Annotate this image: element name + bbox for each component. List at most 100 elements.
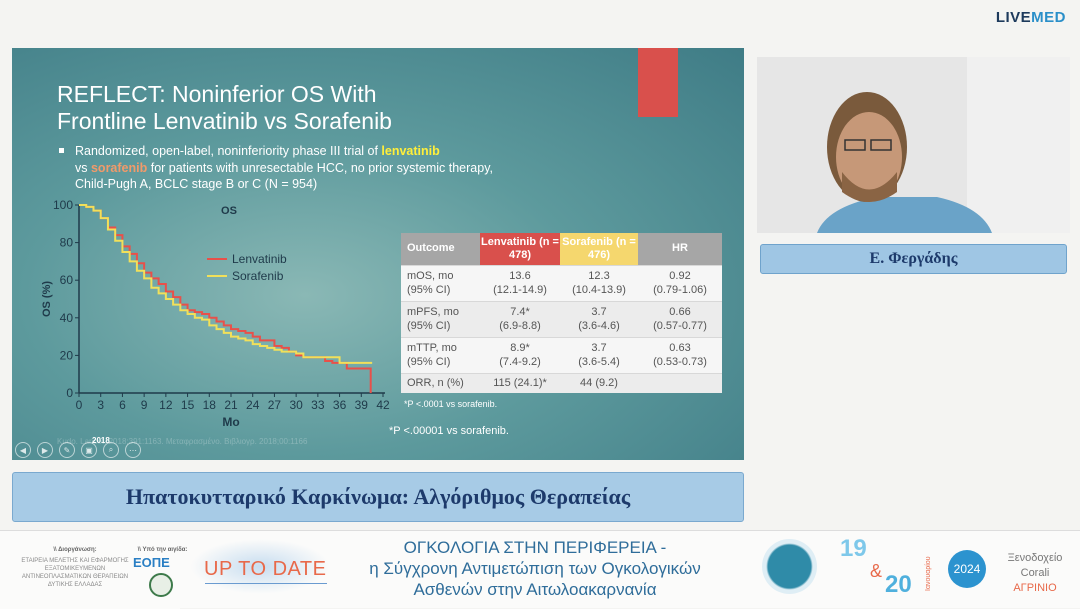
x-tick-label: 15: [181, 398, 195, 412]
title-line-2: Frontline Lenvatinib vs Sorafenib: [57, 108, 392, 134]
venue-name: Corali: [1020, 567, 1050, 579]
highlight-lenvatinib: lenvatinib: [381, 144, 440, 158]
km-curve-sorafenib: [79, 204, 373, 364]
x-tick-label: 33: [311, 398, 325, 412]
session-title-banner: Ηπατοκυτταρικό Καρκίνωμα: Αλγόριθμος Θερ…: [12, 472, 744, 522]
x-tick-label: 21: [224, 398, 238, 412]
table-cell: mTTP, mo (95% CI): [401, 336, 480, 373]
next-slide-icon[interactable]: ▶: [37, 442, 53, 458]
km-curve-lenvatinib: [79, 204, 372, 393]
x-tick-label: 42: [376, 398, 390, 412]
header-sorafenib: Sorafenib (n = 476): [560, 233, 638, 265]
organizer-label: \\ Διοργάνωση:: [53, 547, 97, 553]
title-line-1: REFLECT: Noninferior OS With: [57, 81, 377, 107]
highlight-sorafenib: sorafenib: [90, 160, 148, 175]
eope-logo: ΕΟΠΕ: [133, 555, 170, 570]
table-cell: 13.6 (12.1-14.9): [480, 264, 560, 301]
table-cell: mPFS, mo (95% CI): [401, 300, 480, 337]
x-tick-label: 12: [159, 398, 173, 412]
table-cell: 3.7 (3.6-5.4): [560, 336, 638, 373]
x-tick-label: 36: [333, 398, 347, 412]
organizer-name: ΕΤΑΙΡΕΙΑ ΜΕΛΕΤΗΣ ΚΑΙ ΕΦΑΡΜΟΓΗΣ ΕΞΑΤΟΜΙΚΕ…: [21, 558, 129, 588]
event-title-line1: ΟΓΚΟΛΟΓΙΑ ΣΤΗΝ ΠΕΡΙΦΕΡΕΙΑ -: [403, 538, 667, 557]
more-icon[interactable]: ⋯: [125, 442, 141, 458]
speaker-name: Ε. Φεργάδης: [760, 244, 1067, 274]
header-outcome: Outcome: [401, 233, 480, 265]
x-tick-label: 6: [119, 398, 126, 412]
table-cell: 44 (9.2): [560, 372, 638, 393]
chart-title: OS: [221, 205, 237, 217]
table-row: ORR, n (%) 115 (24.1)* 44 (9.2): [401, 372, 722, 393]
x-axis-label: Mo: [222, 415, 239, 429]
legend-label: Sorafenib: [232, 269, 284, 283]
x-tick-label: 0: [76, 398, 83, 412]
auspices-label: \\ Υπό την αιγίδα:: [137, 547, 188, 553]
table-row: mTTP, mo (95% CI) 8.9* (7.4-9.2) 3.7 (3.6-5.4…: [401, 336, 722, 373]
table-header-row: Outcome Lenvatinib (n = 478) Sorafenib (…: [401, 233, 722, 265]
y-tick-label: 0: [66, 386, 73, 400]
date-amp: &: [870, 561, 883, 581]
slides-icon[interactable]: ▣: [81, 442, 97, 458]
venue-label: Ξενοδοχείο: [1007, 552, 1063, 564]
y-tick-label: 60: [60, 273, 74, 287]
y-tick-label: 40: [60, 311, 74, 325]
y-axis-label: OS (%): [41, 281, 53, 317]
y-tick-label: 80: [60, 236, 74, 250]
table-cell: 0.92 (0.79-1.06): [638, 264, 722, 301]
x-tick-label: 30: [289, 398, 303, 412]
event-emblem-icon: [762, 539, 817, 594]
x-tick-label: 24: [246, 398, 260, 412]
x-tick-label: 18: [203, 398, 217, 412]
table-cell: ORR, n (%): [401, 372, 480, 393]
header-hr: HR: [638, 233, 722, 265]
event-title-line2: η Σύγχρονη Αντιμετώπιση των Ογκολογικών: [369, 559, 701, 578]
bullet-text: Randomized, open-label, noninferiority p…: [75, 144, 382, 158]
slide-footnote: *P <.00001 vs sorafenib.: [389, 425, 509, 437]
venue-city: ΑΓΡΙΝΙΟ: [1013, 582, 1057, 594]
table-cell: 8.9* (7.4-9.2): [480, 336, 560, 373]
table-cell: 3.7 (3.6-4.6): [560, 300, 638, 337]
watercolor-decoration: [190, 539, 330, 594]
logo-med: MED: [1031, 9, 1066, 26]
citation: Kudo. Lancet. 2018;391:1163. Μεταφρασμέν…: [57, 437, 308, 446]
slide-title: REFLECT: Noninferior OS With Frontline Le…: [57, 81, 392, 135]
event-footer: \\ Διοργάνωση: ΕΤΑΙΡΕΙΑ ΜΕΛΕΤΗΣ ΚΑΙ ΕΦΑΡ…: [0, 530, 1080, 609]
up-to-date-label: UP TO DATE: [204, 558, 327, 580]
year-badge: 2024: [948, 550, 986, 588]
x-tick-label: 27: [268, 398, 282, 412]
speaker-image: [757, 57, 1070, 233]
table-cell: 0.66 (0.57-0.77): [638, 300, 722, 337]
logo-live: LIVE: [995, 9, 1032, 26]
x-tick-label: 9: [141, 398, 148, 412]
table-cell: 0.63 (0.53-0.73): [638, 336, 722, 373]
pen-icon[interactable]: ✎: [59, 442, 75, 458]
header-lenvatinib: Lenvatinib (n = 478): [480, 233, 560, 265]
bullet-text: for patients with unresectable HCC, no p…: [75, 160, 493, 192]
event-title-line3: Ασθενών στην Αιτωλοακαρνανία: [413, 580, 657, 599]
speaker-video: [757, 57, 1070, 233]
bullet-text: vs: [75, 160, 91, 175]
citation-year: 2018: [92, 436, 110, 445]
legend-label: Lenvatinib: [232, 252, 287, 266]
date-day1: 19: [840, 535, 867, 562]
livemed-logo: LIVEMED: [996, 9, 1066, 26]
zoom-icon[interactable]: ⌕: [103, 442, 119, 458]
slideshow-controls: ◀ ▶ ✎ ▣ ⌕ ⋯: [15, 442, 141, 458]
table-footnote: *P <.0001 vs sorafenib.: [404, 399, 498, 409]
table-row: mPFS, mo (95% CI) 7.4* (6.9-8.8) 3.7 (3.6-4.6…: [401, 300, 722, 337]
table-cell: 7.4* (6.9-8.8): [480, 300, 560, 337]
table-row: mOS, mo (95% CI) 13.6 (12.1-14.9) 12.3 (10.4-…: [401, 264, 722, 301]
table-cell: 12.3 (10.4-13.9): [560, 264, 638, 301]
society-seal-icon: [149, 573, 173, 597]
table-cell: mOS, mo (95% CI): [401, 264, 480, 301]
date-day2: 20: [885, 571, 912, 598]
date-month: Ιανουαρίου: [925, 556, 932, 591]
x-tick-label: 39: [355, 398, 369, 412]
table-cell: [638, 372, 722, 393]
x-tick-label: 3: [97, 398, 104, 412]
previous-slide-icon[interactable]: ◀: [15, 442, 31, 458]
slide-accent-bar: [638, 48, 678, 117]
y-tick-label: 100: [53, 198, 73, 212]
y-tick-label: 20: [60, 348, 74, 362]
